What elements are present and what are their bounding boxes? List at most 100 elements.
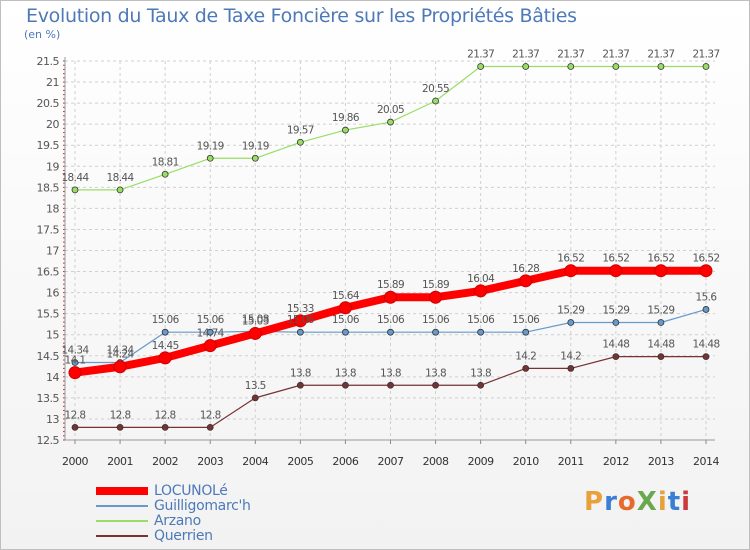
- data-label: 12.8: [65, 409, 86, 421]
- data-point: [522, 328, 530, 336]
- data-point: [657, 353, 665, 361]
- data-label: 14.2: [560, 350, 581, 362]
- data-label: 15.06: [287, 314, 315, 326]
- data-label: 20.55: [422, 83, 449, 95]
- data-point: [612, 319, 620, 326]
- legend-item-locunole[interactable]: LOCUNOLé: [96, 484, 336, 499]
- data-point: [567, 319, 575, 326]
- y-tick-label: 18: [46, 202, 59, 215]
- data-label: 13.8: [335, 367, 356, 379]
- data-point: [477, 381, 485, 389]
- y-tick-label: 21.5: [37, 55, 60, 68]
- data-label: 14.34: [107, 345, 135, 357]
- legend-label: Querrien: [154, 528, 213, 544]
- legend-item-querrien[interactable]: Querrien: [96, 529, 336, 544]
- data-label: 20.05: [377, 104, 404, 116]
- data-label: 14.74: [197, 328, 225, 340]
- data-label: 19.19: [197, 140, 224, 152]
- y-tick-label: 17.5: [37, 223, 60, 236]
- data-point: [477, 63, 485, 70]
- data-label: 21.37: [557, 48, 584, 60]
- data-point: [206, 328, 214, 336]
- data-point: [251, 154, 259, 162]
- data-label: 15.29: [557, 305, 584, 317]
- data-label: 16.52: [647, 253, 674, 265]
- logo-letter: X: [636, 487, 658, 517]
- legend-item-arzano[interactable]: Arzano: [96, 514, 336, 529]
- legend-label: LOCUNOLé: [154, 483, 228, 499]
- legend-swatch-querrien: [96, 535, 148, 537]
- data-label: 18.44: [61, 172, 89, 184]
- data-label: 14.48: [692, 339, 719, 351]
- data-label: 14.48: [647, 339, 674, 351]
- data-point: [567, 63, 575, 70]
- data-point: [702, 353, 710, 361]
- x-tick-label: 2009: [468, 455, 494, 468]
- data-label: 15.89: [422, 279, 449, 291]
- x-tick-label: 2007: [378, 455, 404, 468]
- data-label: 16.52: [602, 253, 629, 265]
- legend-item-guilligomarch[interactable]: Guilligomarc'h: [96, 499, 336, 514]
- data-label: 18.44: [107, 172, 135, 184]
- data-labels: 14.1 14.24 14.45 14.74 15.03 15.33 15.64 15.89 1…: [61, 48, 720, 421]
- data-point: [387, 118, 394, 126]
- x-tick-label: 2008: [423, 455, 449, 468]
- data-point: [158, 351, 172, 365]
- data-point: [338, 301, 352, 315]
- data-point: [432, 381, 439, 389]
- data-label: 15.64: [332, 290, 360, 302]
- logo-letter: o: [617, 487, 637, 517]
- data-label: 15.29: [602, 305, 629, 317]
- x-tick-label: 2011: [558, 455, 584, 468]
- data-point: [612, 353, 620, 361]
- data-point: [519, 274, 533, 288]
- logo-letter: i: [681, 487, 692, 517]
- x-tick-label: 2014: [693, 455, 719, 468]
- data-point: [432, 97, 439, 105]
- data-point: [251, 394, 259, 402]
- data-point: [654, 264, 668, 278]
- data-label: 15.08: [242, 313, 269, 325]
- data-label: 14.2: [515, 350, 536, 362]
- legend-label: Guilligomarc'h: [154, 498, 251, 514]
- data-point: [68, 366, 82, 380]
- y-tick-label: 14: [46, 371, 59, 384]
- data-label: 16.04: [467, 273, 495, 285]
- data-label: 12.8: [110, 409, 131, 421]
- data-label: 18.81: [152, 156, 179, 168]
- data-point: [296, 328, 304, 336]
- data-label: 15.89: [377, 279, 404, 291]
- x-tick-label: 2000: [62, 455, 88, 468]
- y-tick-label: 13.5: [37, 392, 60, 405]
- data-label: 15.06: [512, 314, 540, 326]
- data-label: 15.06: [377, 314, 405, 326]
- data-point: [161, 328, 169, 336]
- x-tick-label: 2002: [152, 455, 178, 468]
- proxiti-logo[interactable]: ProXiti: [584, 487, 691, 517]
- legend-swatch-arzano: [96, 520, 148, 522]
- data-label: 19.19: [242, 140, 269, 152]
- legend-swatch-guilligomarch: [96, 505, 148, 507]
- data-point: [567, 365, 575, 372]
- data-point: [657, 63, 665, 70]
- data-label: 14.34: [61, 345, 89, 357]
- data-label: 21.37: [692, 48, 719, 60]
- y-tick-label: 16.5: [37, 266, 60, 279]
- data-point: [432, 328, 439, 336]
- data-point: [429, 290, 443, 304]
- y-tick-label: 16: [46, 287, 59, 300]
- data-point: [71, 423, 79, 431]
- data-label: 15.06: [422, 314, 450, 326]
- data-point: [206, 154, 214, 162]
- data-label: 21.37: [647, 48, 674, 60]
- data-label: 16.28: [512, 263, 539, 275]
- data-point: [296, 138, 304, 146]
- data-point: [296, 381, 304, 389]
- data-label: 19.57: [287, 124, 314, 136]
- data-label: 15.06: [152, 314, 180, 326]
- y-tick-label: 15: [46, 329, 59, 342]
- data-point: [477, 328, 485, 336]
- data-point: [113, 360, 127, 374]
- data-label: 14.48: [602, 339, 629, 351]
